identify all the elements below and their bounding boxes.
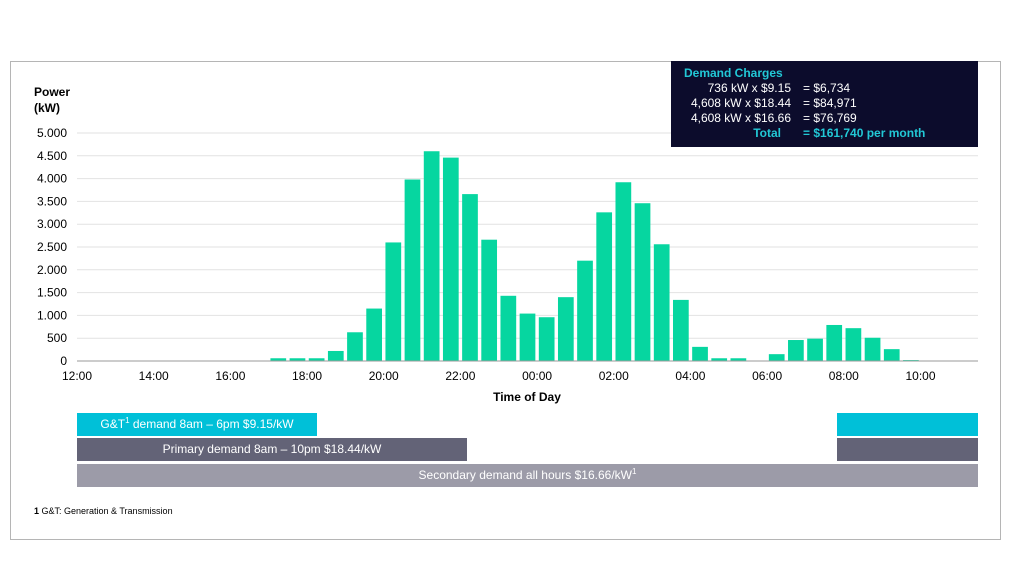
x-tick-label: 14:00 bbox=[139, 369, 169, 383]
x-axis-label: Time of Day bbox=[493, 390, 561, 404]
y-tick-label: 500 bbox=[47, 331, 67, 345]
y-axis-label-line1: Power bbox=[34, 85, 71, 99]
bar bbox=[577, 260, 593, 361]
bar bbox=[327, 350, 344, 361]
y-tick-label: 2.500 bbox=[37, 240, 67, 254]
bar bbox=[845, 328, 862, 361]
y-tick-label: 4.000 bbox=[37, 172, 67, 186]
x-tick-label: 02:00 bbox=[599, 369, 629, 383]
y-tick-label: 0 bbox=[60, 354, 67, 368]
bar bbox=[864, 337, 881, 361]
y-axis-label: Power (kW) bbox=[34, 84, 70, 116]
bar bbox=[423, 151, 440, 361]
secondary-band-label: Secondary demand all hours $16.66/kW bbox=[418, 468, 632, 482]
y-tick-label: 4.500 bbox=[37, 149, 67, 163]
bar bbox=[826, 324, 843, 361]
demand-row-2-calc: 4,608 kW x $18.44 bbox=[690, 96, 791, 110]
demand-row-3-calc: 4,608 kW x $16.66 bbox=[690, 111, 791, 125]
bar bbox=[289, 358, 306, 361]
x-tick-label: 18:00 bbox=[292, 369, 322, 383]
x-tick-label: 08:00 bbox=[829, 369, 859, 383]
x-tick-label: 12:00 bbox=[62, 369, 92, 383]
y-tick-label: 1.500 bbox=[37, 286, 67, 300]
bar bbox=[500, 295, 517, 361]
bar bbox=[270, 358, 287, 361]
y-tick-label: 1.000 bbox=[37, 308, 67, 322]
bar bbox=[692, 346, 708, 361]
bar bbox=[404, 179, 421, 361]
bar bbox=[768, 354, 785, 361]
gt-demand-band: G&T1 demand 8am – 6pm $9.15/kW bbox=[77, 413, 317, 436]
y-tick-label: 3.500 bbox=[37, 194, 67, 208]
x-tick-label: 20:00 bbox=[369, 369, 399, 383]
y-tick-label: 5.000 bbox=[37, 126, 67, 140]
footnote-text: G&T: Generation & Transmission bbox=[39, 506, 173, 516]
bar bbox=[462, 194, 478, 361]
demand-row-1-calc: 736 kW x $9.15 bbox=[707, 81, 791, 95]
bar bbox=[883, 349, 900, 361]
bar bbox=[519, 313, 536, 361]
demand-charges-title: Demand Charges bbox=[684, 66, 783, 80]
secondary-band-sup: 1 bbox=[632, 467, 637, 476]
gt-band-sup: 1 bbox=[125, 416, 130, 425]
bar bbox=[807, 338, 823, 361]
x-tick-label: 22:00 bbox=[445, 369, 475, 383]
secondary-demand-band: Secondary demand all hours $16.66/kW1 bbox=[77, 464, 978, 487]
footnote-number: 1 bbox=[34, 506, 40, 516]
demand-row-1-result: = $6,734 bbox=[803, 81, 851, 95]
y-tick-label: 3.000 bbox=[37, 217, 67, 231]
bar bbox=[615, 182, 632, 361]
primary-band-label: Primary demand 8am – 10pm $18.44/kW bbox=[162, 442, 382, 456]
bar bbox=[730, 358, 747, 361]
x-tick-label: 10:00 bbox=[905, 369, 935, 383]
footnote: 1 G&T: Generation & Transmission bbox=[34, 506, 173, 516]
demand-charges-box: Demand Charges 736 kW x $9.15 = $6,734 4… bbox=[671, 61, 978, 147]
demand-row-3-result: = $76,769 bbox=[803, 111, 857, 125]
demand-total-value: = $161,740 per month bbox=[803, 126, 926, 140]
bar bbox=[788, 340, 804, 361]
bar bbox=[634, 203, 651, 361]
y-tick-label: 2.000 bbox=[37, 263, 67, 277]
bar bbox=[308, 358, 325, 361]
bar bbox=[366, 308, 382, 361]
primary-demand-band-morning bbox=[837, 438, 978, 461]
x-tick-label: 06:00 bbox=[752, 369, 782, 383]
bar bbox=[347, 332, 363, 361]
x-tick-label: 04:00 bbox=[675, 369, 705, 383]
primary-demand-band: Primary demand 8am – 10pm $18.44/kW bbox=[77, 438, 467, 461]
demand-total-label: Total bbox=[753, 126, 781, 140]
bar bbox=[442, 157, 459, 361]
bar bbox=[673, 299, 689, 361]
x-tick-label: 16:00 bbox=[215, 369, 245, 383]
bar bbox=[481, 239, 498, 361]
bar bbox=[653, 244, 670, 361]
y-axis-label-line2: (kW) bbox=[34, 101, 60, 115]
bar bbox=[596, 212, 613, 361]
gt-band-label-pre: G&T bbox=[100, 417, 126, 431]
bar bbox=[711, 358, 728, 361]
demand-row-2-result: = $84,971 bbox=[803, 96, 857, 110]
gt-demand-band-morning bbox=[837, 413, 978, 436]
bar bbox=[385, 242, 402, 361]
bar bbox=[538, 317, 555, 361]
gt-band-label-post: demand 8am – 6pm $9.15/kW bbox=[129, 417, 294, 431]
chart-frame bbox=[10, 61, 1001, 540]
bar bbox=[557, 297, 574, 361]
x-tick-label: 00:00 bbox=[522, 369, 552, 383]
